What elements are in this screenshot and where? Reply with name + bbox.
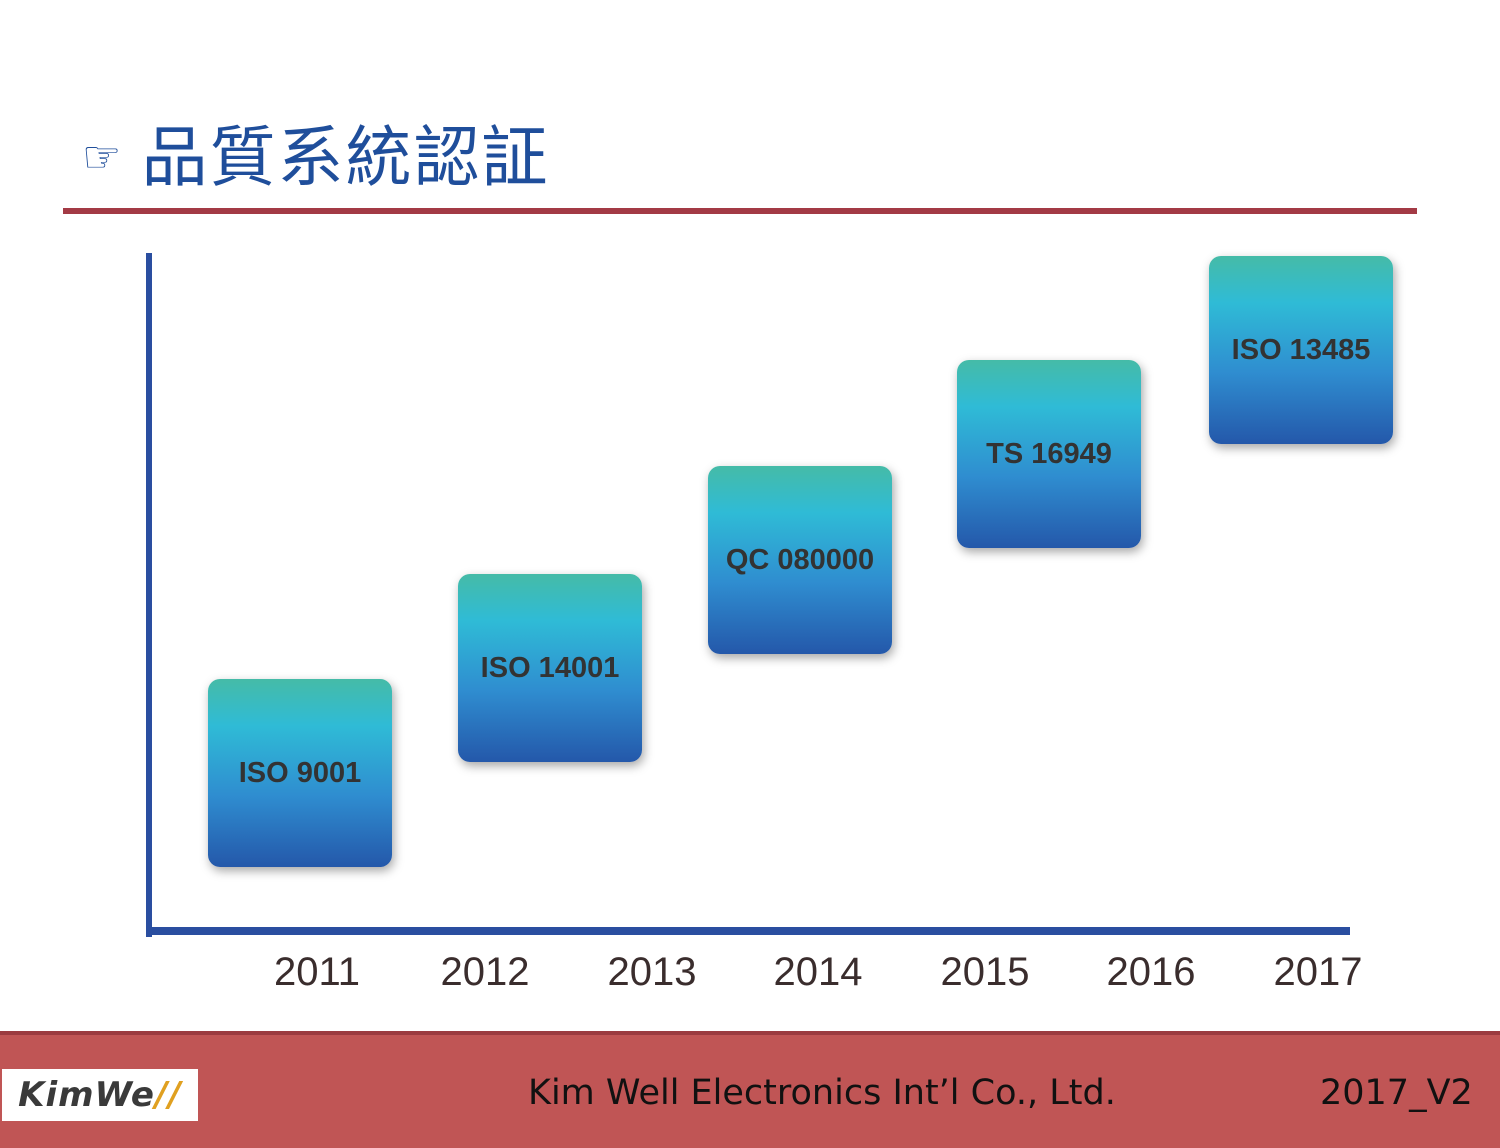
cert-box-iso-13485: ISO 13485 bbox=[1209, 256, 1393, 444]
cert-label: ISO 14001 bbox=[480, 651, 620, 684]
page-title: 品質系統認証 bbox=[141, 119, 550, 196]
cert-box-iso-14001: ISO 14001 bbox=[458, 574, 642, 762]
footer-bar: KimWe// Kim Well Electronics Int’l Co., … bbox=[0, 1031, 1500, 1148]
cert-label: TS 16949 bbox=[986, 437, 1112, 470]
cert-label: ISO 13485 bbox=[1231, 333, 1371, 366]
year-label-2015: 2015 bbox=[940, 950, 1030, 994]
title-divider bbox=[63, 208, 1417, 214]
title-row: ☞ 品質系統認証 bbox=[82, 118, 549, 198]
year-label-2014: 2014 bbox=[773, 950, 863, 994]
cert-box-ts-16949: TS 16949 bbox=[957, 360, 1141, 548]
year-label-2012: 2012 bbox=[440, 950, 530, 994]
pointing-hand-icon: ☞ bbox=[82, 132, 122, 183]
cert-label: QC 080000 bbox=[725, 543, 875, 576]
year-label-2013: 2013 bbox=[607, 950, 697, 994]
version-label: 2017_V2 bbox=[1320, 1073, 1473, 1113]
company-name: Kim Well Electronics Int’l Co., Ltd. bbox=[528, 1073, 1116, 1113]
timeline-x-axis bbox=[146, 927, 1350, 935]
timeline-y-axis bbox=[146, 253, 152, 937]
cert-box-iso-9001: ISO 9001 bbox=[208, 679, 392, 867]
year-label-2011: 2011 bbox=[273, 950, 360, 994]
year-label-2016: 2016 bbox=[1106, 950, 1196, 994]
company-logo: KimWe// bbox=[2, 1069, 198, 1121]
cert-label: ISO 9001 bbox=[238, 756, 362, 789]
cert-box-qc-080000: QC 080000 bbox=[708, 466, 892, 654]
logo-wordmark: KimWe// bbox=[18, 1075, 182, 1115]
year-label-2017: 2017 bbox=[1273, 950, 1363, 994]
